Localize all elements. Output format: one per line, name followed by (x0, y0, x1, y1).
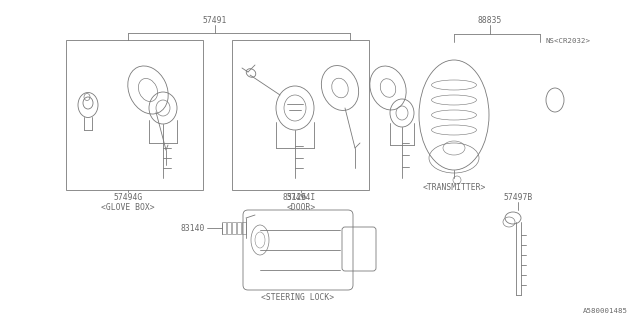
Text: 57497B: 57497B (504, 193, 532, 202)
Text: <STEERING LOCK>: <STEERING LOCK> (261, 293, 335, 302)
Text: A580001485: A580001485 (583, 308, 628, 314)
Bar (227, 222, 231, 234)
Text: 88835: 88835 (478, 16, 502, 25)
Bar (66, 40, 203, 190)
Bar (232, 222, 236, 234)
Text: <TRANSMITTER>: <TRANSMITTER> (422, 183, 486, 192)
Bar (242, 222, 246, 234)
Text: <GLOVE BOX>: <GLOVE BOX> (101, 203, 155, 212)
Text: 83140: 83140 (180, 223, 205, 233)
Bar (232, 40, 369, 190)
Text: <DOOR>: <DOOR> (286, 203, 316, 212)
Text: NS<CR2032>: NS<CR2032> (545, 38, 590, 44)
Text: 57494I: 57494I (286, 193, 316, 202)
Bar (222, 222, 226, 234)
Bar (237, 222, 241, 234)
Text: 57491: 57491 (203, 16, 227, 25)
Text: 57494G: 57494G (113, 193, 143, 202)
Text: 83126: 83126 (283, 193, 307, 202)
